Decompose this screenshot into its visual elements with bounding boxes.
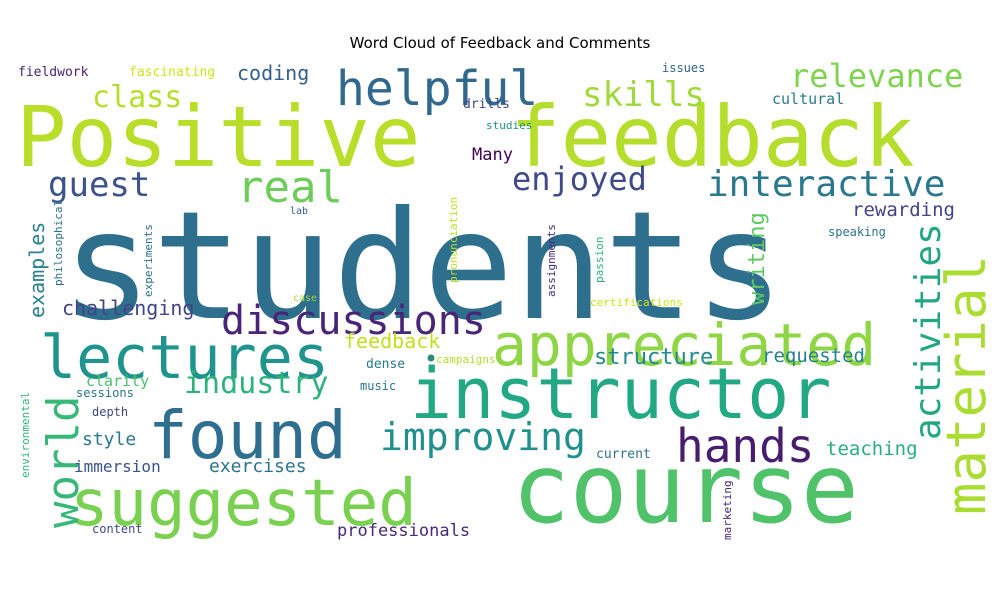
word-helpful-11: helpful	[336, 61, 538, 117]
word-class-23: class	[92, 80, 182, 115]
word-lectures-8: lectures	[40, 323, 329, 393]
word-studies-44: studies	[486, 119, 532, 132]
word-relevance-19: relevance	[790, 57, 963, 95]
word-clarity-38: clarity	[86, 372, 149, 390]
word-challenging-26: challenging	[62, 296, 194, 320]
word-drills-42: drills	[463, 97, 510, 112]
word-industry-20: industry	[184, 366, 329, 401]
word-rewarding-31: rewarding	[852, 199, 955, 221]
word-writing-24: writing	[745, 212, 770, 305]
word-case-54: case	[293, 293, 317, 304]
word-feedback-3: feedback	[510, 88, 915, 186]
word-hands-10: hands	[676, 419, 814, 473]
word-structure-25: structure	[594, 345, 713, 370]
word-improving-15: improving	[380, 415, 586, 459]
dot-mark	[427, 354, 435, 362]
word-skills-18: skills	[582, 75, 705, 115]
word-students-0: students	[62, 180, 784, 354]
word-material-9: material	[935, 255, 998, 515]
word-activities-17: activities	[908, 223, 949, 440]
word-issues-43: issues	[662, 61, 705, 75]
word-content-49: content	[92, 522, 143, 536]
word-requested-29: requested	[762, 345, 865, 367]
word-many-35: Many	[472, 145, 513, 165]
word-sessions-51: sessions	[76, 386, 134, 400]
word-experiments-57: experiments	[142, 224, 155, 297]
word-real-12: real	[237, 162, 343, 213]
word-immersion-36: immersion	[74, 457, 161, 476]
word-music-47: music	[360, 379, 396, 393]
word-passion-60: passion	[593, 237, 606, 283]
word-style-34: style	[82, 429, 136, 450]
word-examples-27: examples	[25, 222, 49, 318]
word-world-13: world	[38, 396, 89, 528]
word-suggested-5: suggested	[70, 467, 417, 541]
word-fieldwork-40: fieldwork	[18, 65, 89, 80]
word-feedback-28: feedback	[344, 329, 440, 353]
word-found-6: found	[148, 397, 347, 474]
word-cultural-39: cultural	[772, 90, 844, 108]
word-interactive-16: interactive	[707, 164, 945, 205]
word-professionals-37: professionals	[337, 521, 470, 541]
word-exercises-33: exercises	[209, 456, 307, 477]
word-appreciated-7: appreciated	[492, 311, 876, 379]
word-instructor-4: instructor	[410, 353, 831, 435]
word-campaigns-52: campaigns	[436, 353, 496, 366]
word-guest-22: guest	[48, 165, 150, 205]
word-course-1: course	[512, 433, 859, 545]
word-fascinating-41: fascinating	[129, 65, 215, 80]
word-enjoyed-21: enjoyed	[512, 160, 647, 198]
word-coding-32: coding	[237, 61, 309, 85]
word-environmental-61: environmental	[19, 392, 32, 478]
word-assignments-59: assignments	[545, 224, 558, 297]
word-current-48: current	[596, 447, 651, 462]
word-philosophical-56: philosophical	[52, 200, 65, 286]
word-lab-55: lab	[290, 206, 308, 217]
word-speaking-45: speaking	[828, 225, 886, 239]
word-certifications-53: certifications	[590, 296, 683, 309]
chart-title: Word Cloud of Feedback and Comments	[349, 34, 651, 52]
word-teaching-30: teaching	[826, 438, 918, 460]
word-marketing-62: marketing	[721, 480, 734, 540]
word-positive-2: Positive	[16, 88, 421, 186]
word-depth-50: depth	[92, 405, 128, 419]
word-dense-46: dense	[366, 357, 405, 372]
word-discussions-14: discussions	[221, 298, 486, 344]
word-pronunciation-58: pronunciation	[447, 197, 460, 283]
